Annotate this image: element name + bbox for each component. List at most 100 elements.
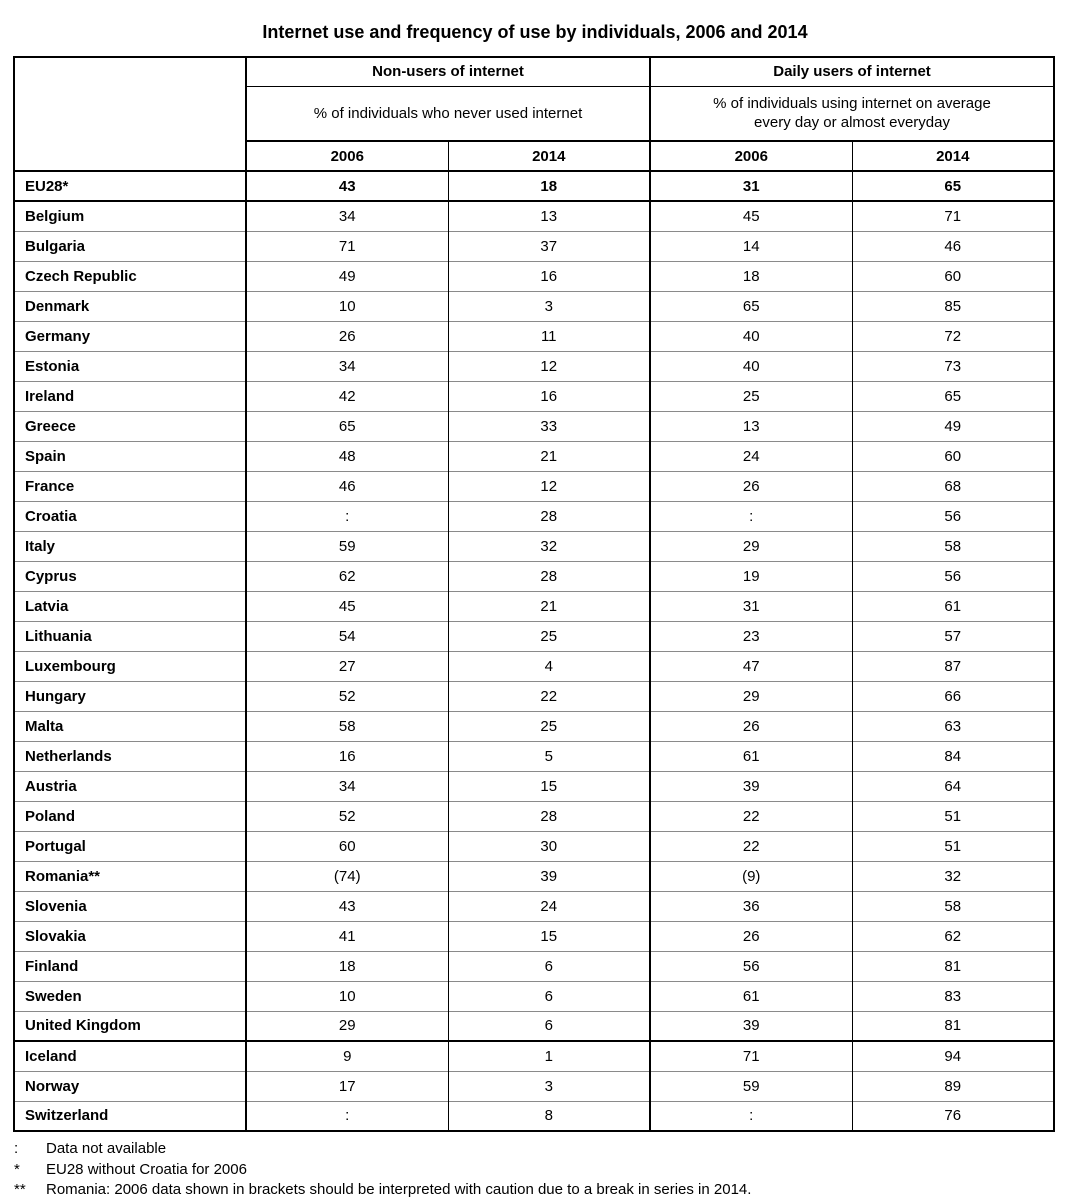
footnote-text: Data not available xyxy=(46,1140,167,1157)
nonusers-2006-cell: 9 xyxy=(245,1040,448,1071)
column-group-row: Non-users of internet Daily users of int… xyxy=(14,57,1055,171)
table-body: EU28* 43 18 31 65 Belgium 34 13 45 71 Bu… xyxy=(14,170,1055,1131)
daily-2014-cell: 56 xyxy=(851,500,1055,531)
table-row: Italy 59 32 29 58 xyxy=(14,530,1055,561)
country-cell: Hungary xyxy=(14,680,246,711)
nonusers-2006-cell: 42 xyxy=(245,380,448,411)
daily-2014-cell: 66 xyxy=(851,680,1055,711)
country-cell: Luxembourg xyxy=(14,650,246,681)
nonusers-2014-cell: 6 xyxy=(447,980,650,1011)
daily-2006-cell: 39 xyxy=(649,770,852,801)
daily-2006-cell: (9) xyxy=(649,860,852,891)
country-cell: EU28* xyxy=(14,170,246,202)
country-cell: Malta xyxy=(14,710,246,741)
daily-2014-cell: 57 xyxy=(851,620,1055,651)
footnote-romania: ** Romania: 2006 data shown in brackets … xyxy=(14,1180,1070,1201)
table-row: France 46 12 26 68 xyxy=(14,470,1055,501)
table-header: Non-users of internet Daily users of int… xyxy=(14,57,1055,172)
nonusers-2006-cell: 17 xyxy=(245,1070,448,1101)
table-row: Ireland 42 16 25 65 xyxy=(14,380,1055,411)
table-row: Hungary 52 22 29 66 xyxy=(14,680,1055,711)
daily-2006-cell: 23 xyxy=(649,620,852,651)
daily-2014-cell: 83 xyxy=(851,980,1055,1011)
daily-2006-cell: 59 xyxy=(649,1070,852,1101)
year-header-nonusers-2006: 2006 xyxy=(245,141,448,172)
table-row: Netherlands 16 5 61 84 xyxy=(14,740,1055,771)
daily-2006-cell: 13 xyxy=(649,410,852,441)
nonusers-2006-cell: 52 xyxy=(245,680,448,711)
daily-2014-cell: 72 xyxy=(851,320,1055,351)
nonusers-2014-cell: 11 xyxy=(447,320,650,351)
nonusers-2006-cell: 46 xyxy=(245,470,448,501)
daily-2006-cell: 26 xyxy=(649,470,852,501)
nonusers-2014-cell: 8 xyxy=(447,1100,650,1131)
year-header-row: 2006 2014 2006 2014 xyxy=(14,141,1055,172)
country-cell: Germany xyxy=(14,320,246,351)
daily-2014-cell: 51 xyxy=(851,830,1055,861)
nonusers-2014-cell: 39 xyxy=(447,860,650,891)
country-cell: Netherlands xyxy=(14,740,246,771)
nonusers-2014-cell: 25 xyxy=(447,620,650,651)
nonusers-2006-cell: 27 xyxy=(245,650,448,681)
daily-2014-cell: 64 xyxy=(851,770,1055,801)
daily-2014-cell: 32 xyxy=(851,860,1055,891)
table-row: Switzerland : 8 : 76 xyxy=(14,1100,1055,1131)
nonusers-2014-cell: 12 xyxy=(447,350,650,381)
daily-2006-cell: 40 xyxy=(649,350,852,381)
nonusers-2014-cell: 15 xyxy=(447,920,650,951)
nonusers-2006-cell: 43 xyxy=(245,890,448,921)
daily-2006-cell: 40 xyxy=(649,320,852,351)
table-row: Denmark 10 3 65 85 xyxy=(14,290,1055,321)
country-cell: Croatia xyxy=(14,500,246,531)
daily-2014-cell: 46 xyxy=(851,230,1055,261)
country-cell: Sweden xyxy=(14,980,246,1011)
nonusers-2014-cell: 32 xyxy=(447,530,650,561)
table-row: Poland 52 28 22 51 xyxy=(14,800,1055,831)
footnote-marker: : xyxy=(14,1140,19,1157)
daily-2014-cell: 81 xyxy=(851,950,1055,981)
country-cell: United Kingdom xyxy=(14,1010,246,1041)
daily-2014-cell: 65 xyxy=(851,380,1055,411)
table-row: Finland 18 6 56 81 xyxy=(14,950,1055,981)
daily-users-description: % of individuals using internet on avera… xyxy=(648,86,1055,142)
footnote-marker: * xyxy=(14,1160,20,1178)
country-cell: Italy xyxy=(14,530,246,561)
daily-2014-cell: 62 xyxy=(851,920,1055,951)
daily-2006-cell: 29 xyxy=(649,680,852,711)
country-cell: Bulgaria xyxy=(14,230,246,261)
daily-2014-cell: 85 xyxy=(851,290,1055,321)
daily-2014-cell: 65 xyxy=(851,170,1055,202)
daily-2006-cell: 26 xyxy=(649,920,852,951)
daily-2006-cell: 19 xyxy=(649,560,852,591)
country-cell: Belgium xyxy=(14,200,246,231)
nonusers-2014-cell: 28 xyxy=(447,500,650,531)
daily-2014-cell: 71 xyxy=(851,200,1055,231)
daily-2014-cell: 87 xyxy=(851,650,1055,681)
nonusers-2006-cell: 29 xyxy=(245,1010,448,1041)
column-group-nonusers: Non-users of internet xyxy=(245,57,650,87)
daily-2006-cell: 61 xyxy=(649,740,852,771)
nonusers-2006-cell: 65 xyxy=(245,410,448,441)
nonusers-2006-cell: : xyxy=(245,500,448,531)
country-cell: Switzerland xyxy=(14,1100,246,1131)
country-cell: Slovakia xyxy=(14,920,246,951)
daily-2014-cell: 76 xyxy=(851,1100,1055,1131)
table-row: Slovenia 43 24 36 58 xyxy=(14,890,1055,921)
table-row: Slovakia 41 15 26 62 xyxy=(14,920,1055,951)
nonusers-2014-cell: 3 xyxy=(447,290,650,321)
table-row: Portugal 60 30 22 51 xyxy=(14,830,1055,861)
table-row: United Kingdom 29 6 39 81 xyxy=(14,1010,1055,1041)
nonusers-2006-cell: 34 xyxy=(245,350,448,381)
daily-2006-cell: 71 xyxy=(649,1040,852,1071)
daily-2006-cell: 39 xyxy=(649,1010,852,1041)
table-row: Cyprus 62 28 19 56 xyxy=(14,560,1055,591)
year-header-daily-2006: 2006 xyxy=(649,141,852,172)
nonusers-2006-cell: 10 xyxy=(245,290,448,321)
table-row: Greece 65 33 13 49 xyxy=(14,410,1055,441)
daily-2014-cell: 58 xyxy=(851,530,1055,561)
daily-2006-cell: 24 xyxy=(649,440,852,471)
nonusers-2014-cell: 5 xyxy=(447,740,650,771)
corner-cell xyxy=(14,57,247,171)
nonusers-2014-cell: 37 xyxy=(447,230,650,261)
daily-2014-cell: 61 xyxy=(851,590,1055,621)
